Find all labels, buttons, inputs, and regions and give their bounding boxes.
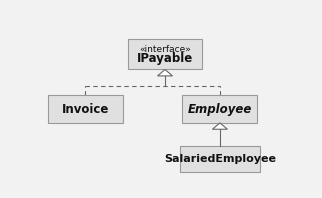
Polygon shape xyxy=(157,69,173,76)
Text: SalariedEmployee: SalariedEmployee xyxy=(164,154,276,165)
FancyBboxPatch shape xyxy=(48,95,123,123)
Text: IPayable: IPayable xyxy=(137,52,193,65)
Polygon shape xyxy=(213,123,227,129)
Text: «interface»: «interface» xyxy=(139,45,191,54)
FancyBboxPatch shape xyxy=(183,95,257,123)
Text: Employee: Employee xyxy=(188,103,252,116)
FancyBboxPatch shape xyxy=(180,147,260,172)
FancyBboxPatch shape xyxy=(128,39,203,69)
Text: Invoice: Invoice xyxy=(62,103,109,116)
